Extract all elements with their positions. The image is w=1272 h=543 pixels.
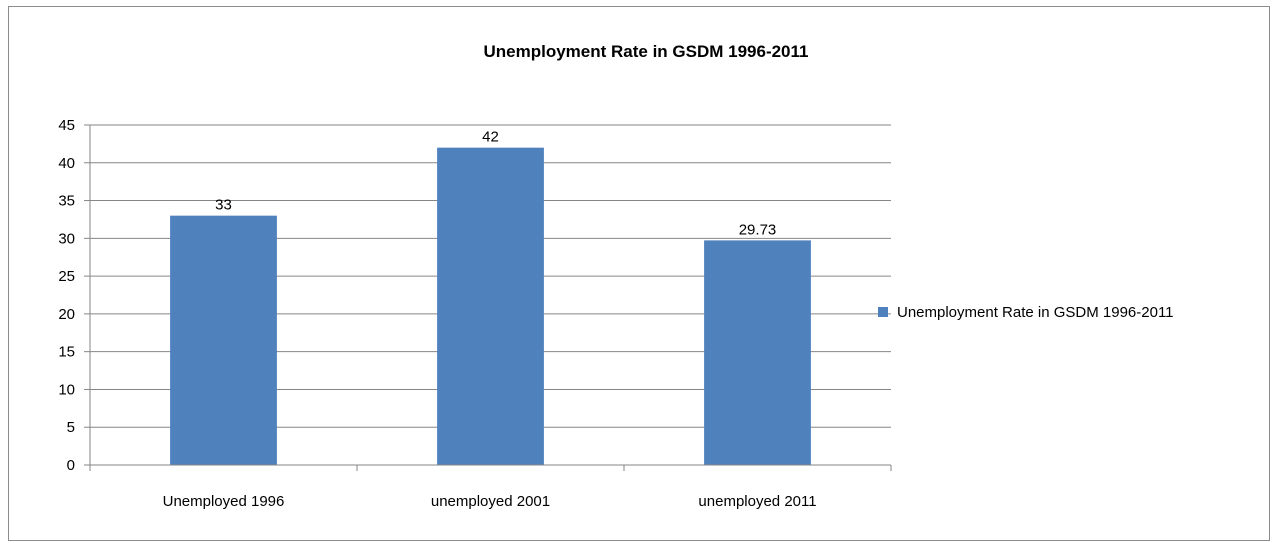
y-tick-label: 40 [58, 155, 75, 172]
chart-title: Unemployment Rate in GSDM 1996-2011 [483, 42, 808, 61]
axes [84, 124, 892, 471]
legend: Unemployment Rate in GSDM 1996-2011 [878, 304, 1174, 321]
bar [170, 215, 277, 465]
y-tick-label: 5 [67, 419, 75, 436]
y-tick-label: 45 [58, 117, 75, 134]
y-tick-label: 0 [67, 457, 75, 474]
bar [437, 147, 544, 465]
x-category-label: unemployed 2001 [431, 493, 550, 510]
bar [704, 240, 811, 465]
legend-swatch [878, 307, 888, 317]
data-label: 42 [482, 129, 499, 146]
y-tick-label: 15 [58, 344, 75, 361]
legend-entry-label: Unemployment Rate in GSDM 1996-2011 [897, 304, 1174, 321]
data-label: 29.73 [739, 221, 777, 238]
labels: 0 5 10 15 20 25 30 35 40 45 33 Unemployed 1996 42 une… [58, 117, 816, 510]
y-tick-label: 35 [58, 193, 75, 210]
x-category-label: unemployed 2011 [698, 493, 816, 510]
data-label: 33 [215, 197, 232, 214]
x-category-label: Unemployed 1996 [163, 493, 285, 510]
bars [170, 147, 811, 465]
y-tick-label: 25 [58, 268, 75, 285]
y-tick-label: 30 [58, 230, 75, 247]
y-tick-label: 20 [58, 306, 75, 323]
y-tick-label: 10 [58, 381, 75, 398]
